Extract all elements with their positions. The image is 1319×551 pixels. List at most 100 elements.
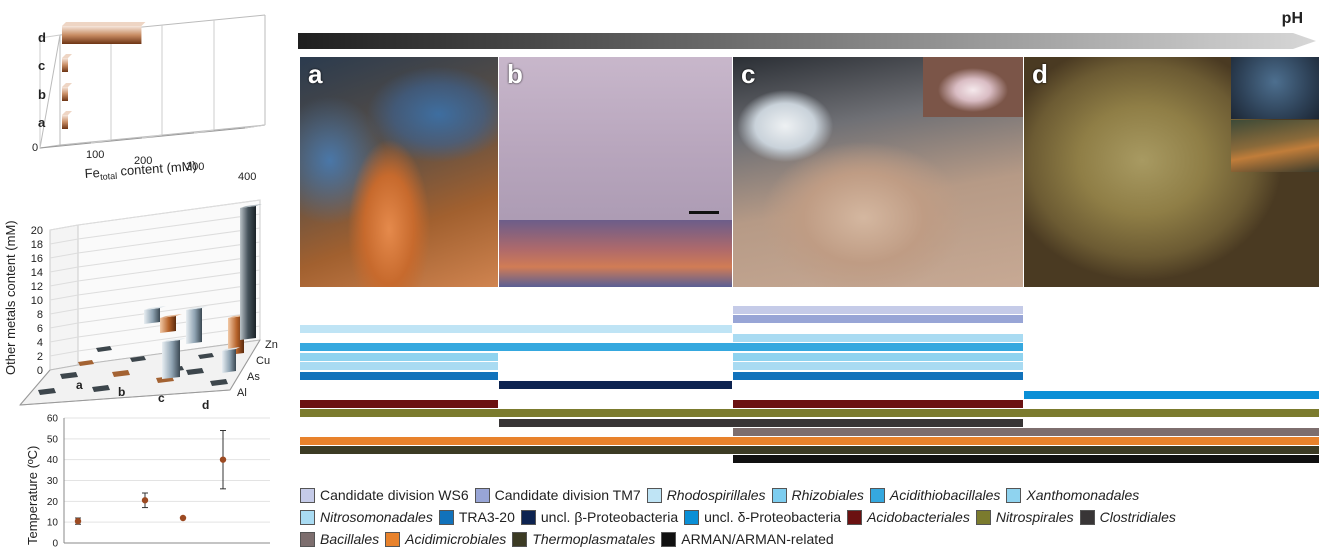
metals-axis-label: Other metals content (mM) xyxy=(3,220,18,375)
legend-item: ARMAN/ARMAN-related xyxy=(661,531,834,547)
legend-item: Rhizobiales xyxy=(771,487,864,503)
temperature-ytick: 60 xyxy=(47,414,59,425)
bar-acidimicrobiales xyxy=(300,437,1319,445)
bar-uncl-delta xyxy=(1024,391,1319,399)
fe-category-c: c xyxy=(38,58,45,73)
temperature-point-d xyxy=(219,430,227,490)
metal-bar xyxy=(162,338,186,379)
bar-nitrosomonadales-a xyxy=(300,362,498,370)
legend-item: Acidithiobacillales xyxy=(869,487,1001,503)
bar-thermoplasmatales xyxy=(300,446,1319,454)
metals-metal-cu: Cu xyxy=(256,355,270,367)
panel-label-b: b xyxy=(507,59,523,89)
photo-panel-a: a xyxy=(300,57,498,287)
temperature-ytick: 40 xyxy=(47,455,59,466)
bar-nitrosomonadales-c xyxy=(733,362,1023,370)
metal-bar xyxy=(186,306,208,344)
legend-swatch xyxy=(1006,487,1022,503)
legend-item: Acidobacteriales xyxy=(847,509,970,525)
photo-panel-c: c xyxy=(733,57,1023,287)
fe-tick-300: 300 xyxy=(186,161,204,173)
temperature-ytick: 0 xyxy=(52,539,58,550)
legend-swatch xyxy=(438,509,454,525)
legend-swatch xyxy=(474,487,490,503)
metals-site-b: b xyxy=(118,385,125,399)
metals-ytick: 16 xyxy=(31,253,43,265)
legend-swatch xyxy=(661,531,677,547)
bar-tm7-c xyxy=(733,315,1023,323)
legend-item: uncl. β-Proteobacteria xyxy=(520,509,678,525)
bar-clostridiales xyxy=(499,419,1023,427)
metals-ytick: 8 xyxy=(37,309,43,321)
metals-ytick: 4 xyxy=(37,337,43,349)
fe-category-a: a xyxy=(38,115,46,130)
legend-swatch xyxy=(300,531,315,547)
metal-bar xyxy=(240,204,262,340)
fe-bars xyxy=(62,22,146,129)
metals-ytick: 12 xyxy=(31,281,43,293)
temperature-ytick: 10 xyxy=(47,518,59,529)
bar-tra3-20-a xyxy=(300,372,498,380)
metals-site-a: a xyxy=(76,378,83,392)
legend-swatch xyxy=(975,509,991,525)
legend-item: uncl. δ-Proteobacteria xyxy=(684,509,841,525)
panel-label-c: c xyxy=(741,59,756,89)
legend-swatch xyxy=(300,509,315,525)
metals-content-chart: 0 2 4 6 8 10 12 14 16 18 20 Other metals content (… xyxy=(3,199,278,412)
bar-uncl-beta xyxy=(499,381,732,389)
metals-metal-al: Al xyxy=(237,387,247,399)
bar-ws6-c xyxy=(733,306,1023,314)
legend-swatch xyxy=(684,509,700,525)
bar-arman xyxy=(733,455,1319,463)
legend-item: Candidate division TM7 xyxy=(474,487,641,503)
ph-gradient-arrow xyxy=(298,33,1316,49)
legend-swatch xyxy=(385,531,401,547)
legend-label: Candidate division WS6 xyxy=(320,487,469,503)
bar-xanthomonadales-a xyxy=(300,353,498,361)
photo-panel-c-inset xyxy=(923,57,1023,117)
legend-label: Clostridiales xyxy=(1099,509,1176,525)
photo-panel-b: b xyxy=(499,57,732,287)
legend-swatch xyxy=(646,487,662,503)
temperature-ytick: 30 xyxy=(47,476,59,487)
legend-swatch xyxy=(512,531,528,547)
metals-ytick: 18 xyxy=(31,239,43,251)
bar-rhodospirillales xyxy=(300,325,732,333)
metals-ytick: 14 xyxy=(31,267,43,279)
legend-label: Xanthomonadales xyxy=(1026,487,1140,503)
fe-tick-0: 0 xyxy=(32,142,38,154)
legend-label: Rhodospirillales xyxy=(666,487,766,503)
legend-item: Acidimicrobiales xyxy=(385,531,506,547)
legend-label: Acidithiobacillales xyxy=(889,487,1001,503)
legend-label: Nitrosomonadales xyxy=(320,509,433,525)
legend-item: Clostridiales xyxy=(1079,509,1176,525)
legend-label: uncl. δ-Proteobacteria xyxy=(704,509,842,525)
ph-label: pH xyxy=(1281,10,1303,27)
legend-swatch xyxy=(300,487,315,503)
metals-site-d: d xyxy=(202,398,209,412)
photo-panel-b-inset xyxy=(499,220,732,287)
legend-label: Bacillales xyxy=(320,531,380,547)
legend-swatch xyxy=(1079,509,1095,525)
bar-bacillales xyxy=(733,428,1319,436)
metals-ytick: 0 xyxy=(37,365,43,377)
legend-label: Acidobacteriales xyxy=(867,509,970,525)
legend-swatch xyxy=(869,487,885,503)
fe-bar-b xyxy=(62,83,72,101)
legend-swatch xyxy=(847,509,863,525)
legend-item: Candidate division WS6 xyxy=(300,487,469,503)
photo-panel-d-inset-bottom xyxy=(1231,120,1319,172)
legend-swatch xyxy=(771,487,787,503)
fe-bar-a xyxy=(62,111,72,129)
bar-xanthomonadales-c xyxy=(733,353,1023,361)
metals-ytick: 2 xyxy=(37,351,43,363)
photo-panel-d-inset-top xyxy=(1231,57,1319,119)
temperature-ytick: 20 xyxy=(47,497,59,508)
fe-tick-400: 400 xyxy=(238,171,256,183)
metals-metal-as: As xyxy=(247,371,260,383)
legend-item: TRA3-20 xyxy=(438,509,515,525)
scale-bar xyxy=(689,211,719,214)
temperature-point-a xyxy=(74,517,82,525)
legend-swatch xyxy=(520,509,536,525)
